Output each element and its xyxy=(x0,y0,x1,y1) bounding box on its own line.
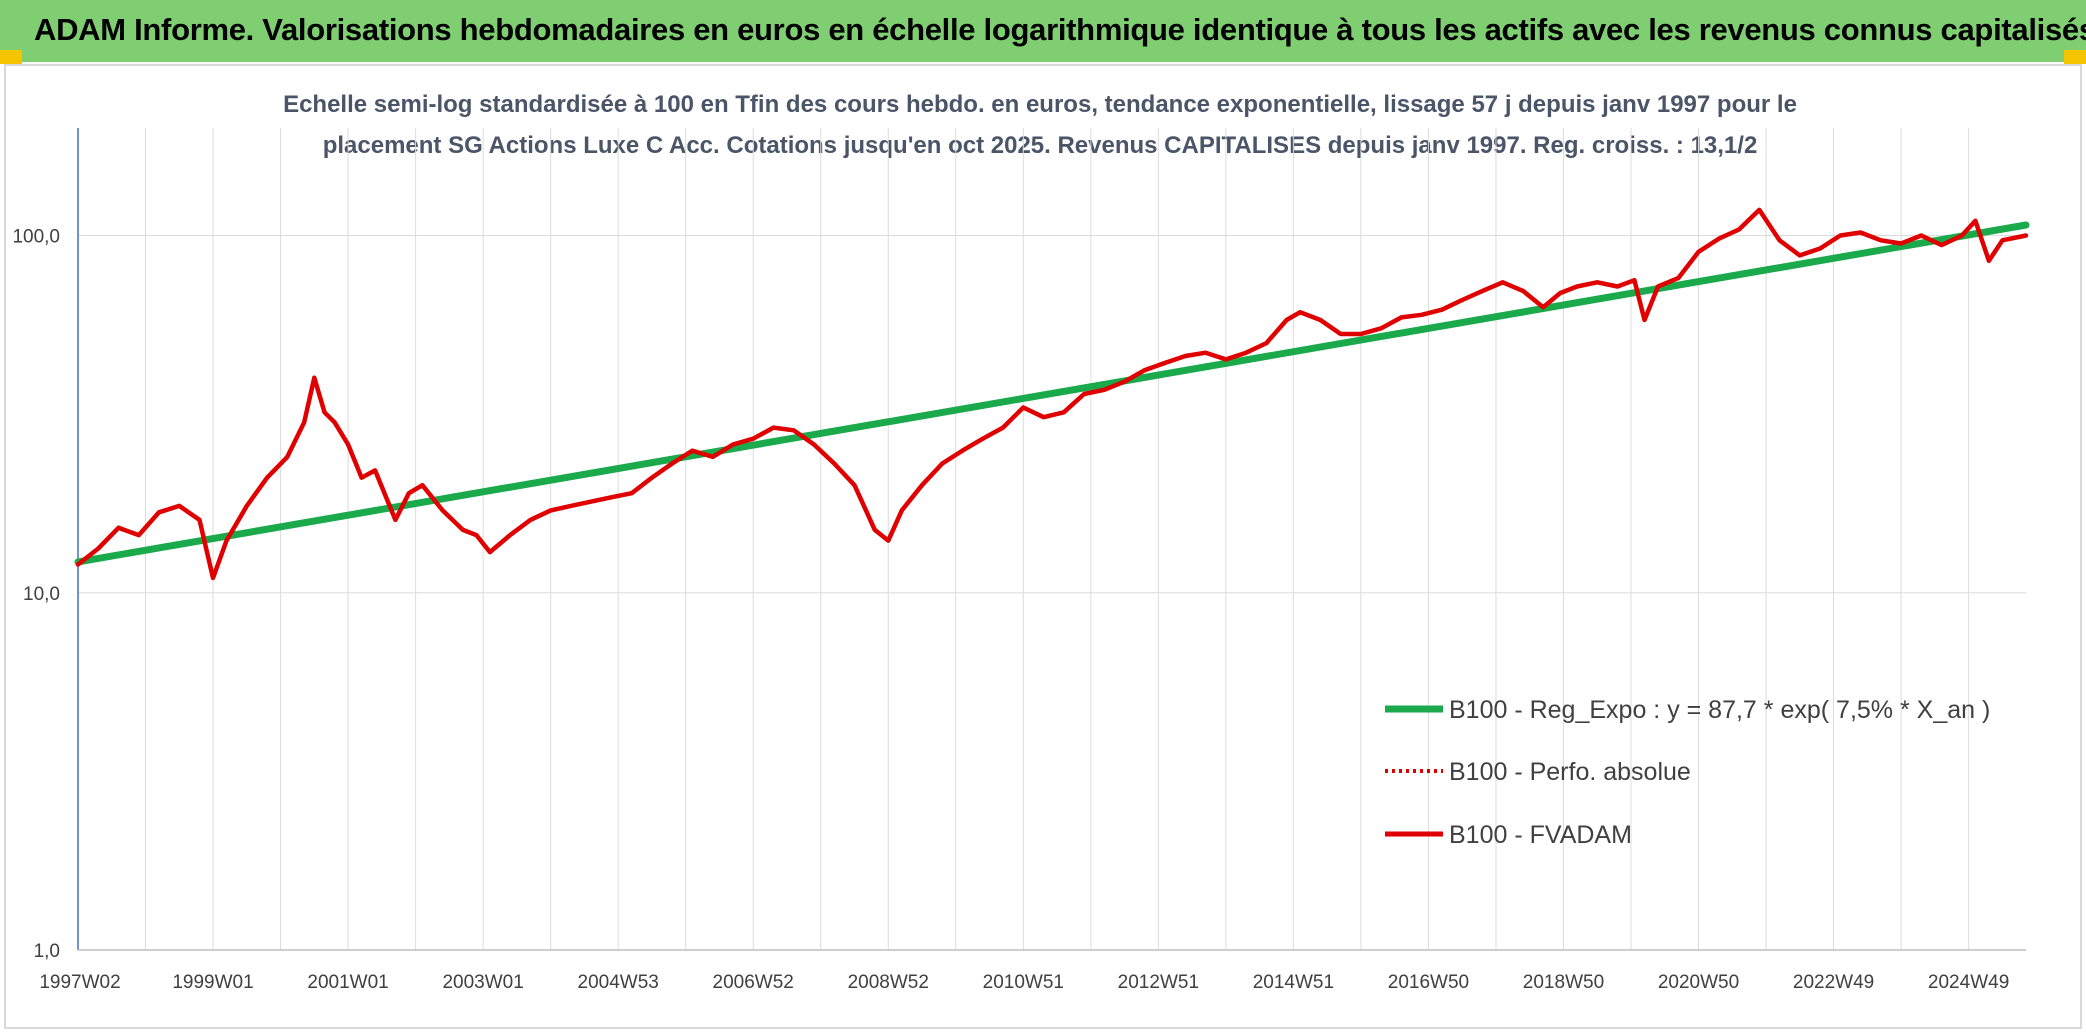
x-tick-label: 2001W01 xyxy=(307,972,388,993)
corner-accent-left xyxy=(0,50,22,64)
x-tick-label: 2008W52 xyxy=(848,972,929,993)
x-tick-label: 2024W49 xyxy=(1928,972,2009,993)
x-tick-label: 2016W50 xyxy=(1388,972,1469,993)
x-tick-label: 2012W51 xyxy=(1118,972,1199,993)
y-tick-label: 1,0 xyxy=(34,941,60,962)
series-line-3 xyxy=(75,207,2029,581)
page-title: ADAM Informe. Valorisations hebdomadaire… xyxy=(34,12,2086,47)
legend-label-3: B100 - FVADAM xyxy=(1449,821,1632,849)
x-tick-label: 2020W50 xyxy=(1658,972,1739,993)
x-tick-label: 2018W50 xyxy=(1523,972,1604,993)
x-tick-label: 2014W51 xyxy=(1253,972,1334,993)
chart-frame xyxy=(4,64,2082,1029)
y-tick-label: 100,0 xyxy=(12,227,60,248)
x-tick-label: 2006W52 xyxy=(713,972,794,993)
x-tick-label: 1997W02 xyxy=(39,972,120,993)
header-bar: ADAM Informe. Valorisations hebdomadaire… xyxy=(0,0,2086,62)
y-tick-label: 10,0 xyxy=(23,584,60,605)
chart-subtitle-line-1: Echelle semi-log standardisée à 100 en T… xyxy=(283,91,1797,118)
series-line-1 xyxy=(74,221,2030,566)
x-tick-label: 2022W49 xyxy=(1793,972,1874,993)
x-tick-label: 1999W01 xyxy=(172,972,253,993)
legend-label-2: B100 - Perfo. absolue xyxy=(1449,758,1691,786)
x-tick-label: 2003W01 xyxy=(442,972,523,993)
x-tick-label: 2010W51 xyxy=(983,972,1064,993)
legend-label-1: B100 - Reg_Expo : y = 87,7 * exp( 7,5% *… xyxy=(1449,696,1990,724)
x-tick-label: 2004W53 xyxy=(578,972,659,993)
corner-accent-right xyxy=(2064,50,2086,64)
chart-subtitle-line-2: placement SG Actions Luxe C Acc. Cotatio… xyxy=(322,132,1758,159)
